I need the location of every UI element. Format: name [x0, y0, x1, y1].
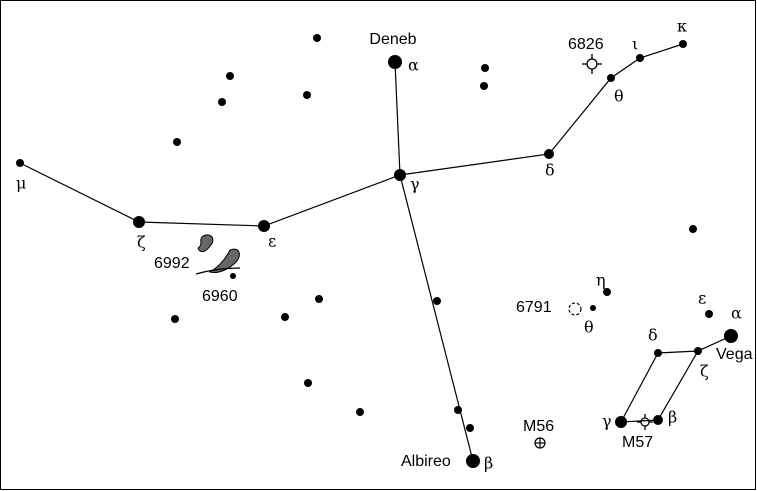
deep-sky-symbols [195, 54, 653, 449]
star-label: ζ [137, 233, 146, 252]
star-label: δ [545, 161, 555, 180]
star [281, 313, 289, 321]
star [230, 273, 236, 279]
star [654, 349, 662, 357]
star [615, 416, 627, 428]
star [16, 159, 24, 167]
star [544, 149, 554, 159]
star-label: θ [614, 87, 624, 106]
star [433, 297, 441, 305]
star-label: ε [698, 289, 706, 308]
star-label: κ [677, 17, 687, 36]
star [466, 424, 474, 432]
star-label: θ [584, 318, 594, 337]
star [636, 54, 644, 62]
star-label: α [731, 304, 742, 323]
star [303, 91, 311, 99]
open-cluster-symbol [568, 302, 582, 316]
star [481, 64, 489, 72]
planetary-nebula-symbol [637, 414, 653, 430]
star [480, 82, 488, 90]
star [705, 310, 713, 318]
star [466, 454, 480, 468]
star-label: δ [648, 326, 658, 345]
star [724, 329, 738, 343]
star-label: Albireo [401, 453, 451, 470]
star-label: α [408, 56, 419, 75]
star [394, 169, 406, 181]
object-label: 6791 [516, 299, 552, 316]
open-cluster-symbol [582, 54, 602, 74]
star [304, 379, 312, 387]
star-label: β [668, 408, 677, 427]
nebula [208, 248, 240, 273]
star [315, 295, 323, 303]
object-label: M57 [622, 434, 653, 451]
star [590, 305, 596, 311]
labels: Deneb α 6826 ι κ θ δ γ μ ζ ε 6992 6960 η… [16, 17, 753, 473]
star-label: Deneb [369, 31, 416, 48]
star [607, 74, 615, 82]
star [694, 347, 702, 355]
star-label: Vega [716, 346, 753, 363]
star [388, 55, 402, 69]
star-label: η [596, 271, 606, 290]
object-label: 6992 [154, 255, 190, 272]
nebula [195, 267, 241, 275]
star [133, 216, 145, 228]
star [258, 220, 270, 232]
stars [16, 34, 738, 468]
star [226, 72, 234, 80]
star [653, 415, 663, 425]
star-label: ι [632, 35, 638, 54]
object-label: M56 [523, 418, 554, 435]
star [454, 406, 462, 414]
star-label: β [484, 454, 493, 473]
star [689, 225, 697, 233]
star-label: μ [16, 174, 26, 193]
star [679, 40, 687, 48]
star [356, 408, 364, 416]
cygnus-line [19, 43, 684, 227]
star [603, 288, 611, 296]
star-label: ε [268, 232, 276, 251]
star-label: γ [602, 412, 612, 431]
star [171, 315, 179, 323]
nebula [197, 234, 214, 253]
star-label: γ [410, 175, 420, 194]
object-label: 6960 [202, 288, 238, 305]
star [173, 138, 181, 146]
object-label: 6826 [568, 36, 604, 53]
star [313, 34, 321, 42]
star [218, 98, 226, 106]
globular-cluster-symbol [534, 437, 546, 449]
star-label: ζ [700, 362, 709, 381]
